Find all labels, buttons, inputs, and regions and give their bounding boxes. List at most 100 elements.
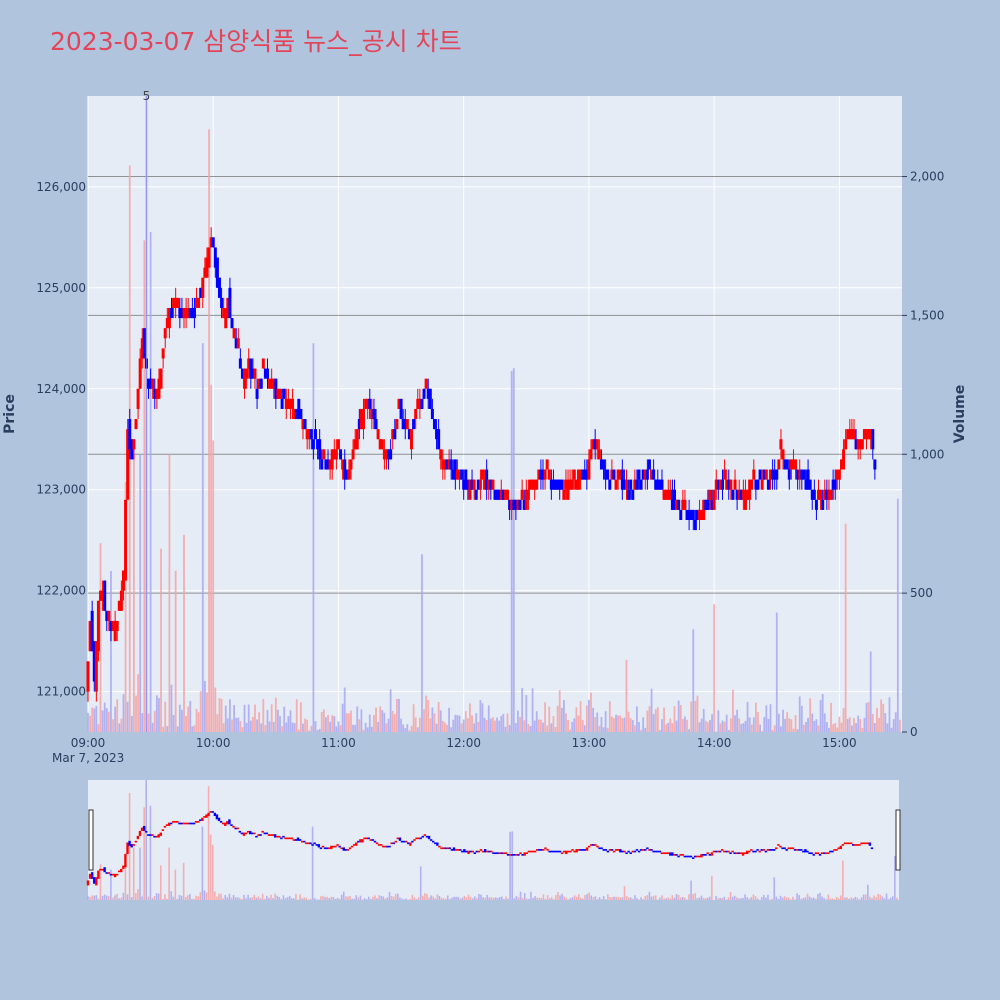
candle-body <box>249 358 253 379</box>
volume-bar <box>782 709 784 732</box>
candle-body <box>871 429 875 450</box>
candle-body <box>541 469 545 480</box>
range-volume-bar <box>519 891 522 900</box>
range-candle-body <box>802 850 805 853</box>
candle-body <box>656 479 660 490</box>
volume-bar <box>899 719 901 732</box>
candle-body <box>754 479 758 490</box>
volume-bar <box>573 718 576 732</box>
range-candle-body <box>178 822 181 825</box>
range-volume-bar <box>781 897 784 900</box>
candle-body <box>88 620 92 652</box>
candle-body <box>528 479 532 490</box>
range-volume-bar <box>176 898 179 900</box>
range-candle-body <box>856 844 859 846</box>
range-candle-body <box>361 839 364 843</box>
range-volume-bar <box>794 899 796 900</box>
volume-bar <box>262 698 265 732</box>
range-volume-bar <box>382 896 385 900</box>
range-volume-bar <box>149 805 152 900</box>
candle-body <box>491 479 495 490</box>
range-volume-bar <box>675 894 678 900</box>
range-volume-bar <box>99 864 102 900</box>
range-candle-body <box>163 825 167 828</box>
candle-body <box>660 479 664 490</box>
range-volume-bar <box>473 896 476 900</box>
candle-body <box>862 429 866 440</box>
candle-body <box>727 479 731 490</box>
range-candle-body <box>812 854 815 856</box>
candle-body <box>199 287 203 298</box>
range-candle-body <box>319 847 323 850</box>
candle-body <box>305 429 309 440</box>
range-volume-bar <box>480 894 482 900</box>
candle-body <box>710 499 714 510</box>
range-candle-body <box>567 850 570 853</box>
range-volume-bar <box>665 898 667 900</box>
range-volume-bar <box>209 834 212 900</box>
volume-bar <box>297 729 300 732</box>
candle-body <box>397 398 401 409</box>
candle-body <box>760 479 764 490</box>
range-candle-body <box>234 827 237 830</box>
range-volume-bar <box>854 896 857 900</box>
range-volume-bar <box>488 897 491 900</box>
range-volume-bar <box>754 896 757 900</box>
volume-bar <box>101 710 104 732</box>
volume-bar <box>222 723 225 732</box>
candle-body <box>134 419 138 430</box>
range-volume-bar <box>804 897 807 900</box>
volume-bar <box>567 720 569 732</box>
candle-body <box>311 439 315 450</box>
range-candle-body <box>527 850 531 853</box>
range-volume-bar <box>590 895 593 900</box>
range-candle-body <box>232 825 235 828</box>
range-volume-bar <box>392 896 395 900</box>
volume-bar <box>752 717 755 732</box>
range-candle-body <box>427 835 431 840</box>
volume-bar <box>370 726 373 732</box>
range-volume-bar <box>611 897 613 900</box>
range-candle-body <box>681 854 684 856</box>
volume-bar <box>178 704 181 732</box>
range-candle-body <box>673 854 676 856</box>
range-candle-body <box>305 842 308 845</box>
candle-body <box>741 489 745 500</box>
range-candle-body <box>585 847 589 851</box>
candle-body <box>839 459 843 470</box>
volume-bar <box>116 699 119 732</box>
volume-bar <box>727 730 730 732</box>
range-volume-bar <box>513 898 516 900</box>
volume-bar <box>201 343 204 732</box>
candle-body <box>796 469 800 480</box>
range-volume-bar <box>482 897 484 900</box>
volume-bar <box>164 701 167 732</box>
range-volume-bar <box>521 897 524 900</box>
volume-bar <box>387 718 390 732</box>
candle-body <box>138 358 142 389</box>
volume-bar <box>379 706 382 732</box>
price-tick-label: 123,000 <box>36 483 86 497</box>
volume-bar <box>757 712 759 732</box>
range-volume-bar <box>684 897 686 900</box>
range-candle-body <box>748 850 751 853</box>
candle-body <box>353 439 357 450</box>
volume-bar <box>473 723 476 732</box>
volume-bar <box>788 718 791 732</box>
range-candle-body <box>93 877 96 884</box>
volume-bar <box>285 722 288 732</box>
range-volume-bar <box>451 897 453 900</box>
volume-bar <box>137 674 139 732</box>
range-candle-body <box>847 842 851 845</box>
range-volume-bar <box>600 899 603 900</box>
range-volume-bar <box>505 896 507 900</box>
range-volume-bar <box>850 897 852 900</box>
volume-bar <box>548 706 551 732</box>
candle-body <box>698 509 702 520</box>
range-candle-body <box>199 819 202 822</box>
range-candle-body <box>852 844 855 846</box>
range-candle-body <box>533 850 537 853</box>
range-candle-body <box>587 845 591 848</box>
range-candle-body <box>550 850 553 853</box>
